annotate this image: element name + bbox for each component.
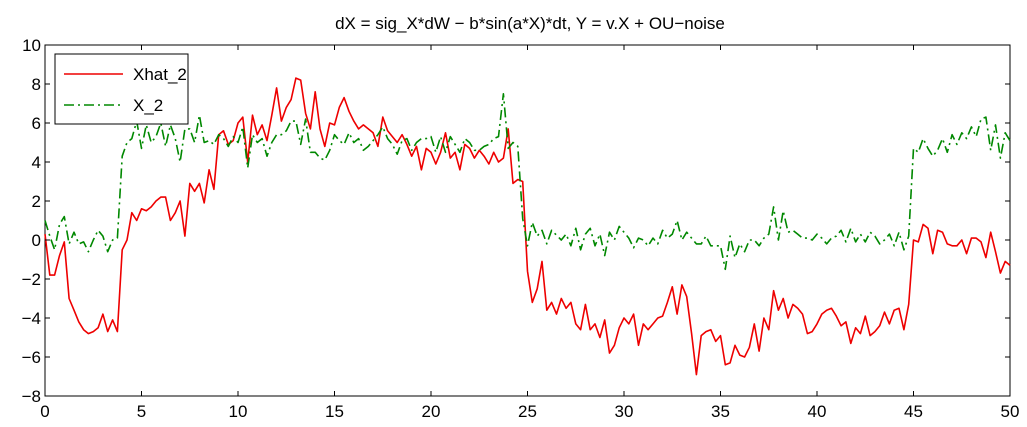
y-tick-label: 10 [22,36,41,55]
x-tick-label: 45 [904,402,923,421]
y-tick-label: −6 [22,348,41,367]
y-tick-label: 8 [32,75,41,94]
x-tick-label: 15 [325,402,344,421]
plot-area [44,44,1011,397]
series-line-x-2 [44,93,1011,271]
y-tick-label: 6 [32,114,41,133]
y-tick-label: −8 [22,387,41,406]
x-tick-label: 35 [711,402,730,421]
series-line-xhat-2 [44,77,1011,376]
x-tick-label: 20 [422,402,441,421]
y-tick-label: −2 [22,270,41,289]
y-tick-label: 2 [32,192,41,211]
plot-frame [44,44,1011,397]
x-tick-label: 50 [1001,402,1020,421]
chart-title: dX = sig_X*dW − b*sin(a*X)*dt, Y = v.X +… [335,14,725,33]
axes: 0 5 10 15 20 25 30 35 40 45 50 −8 −6 −4 −2 0 2 4 6 8 10 [22,36,1020,421]
legend: Xhat_2 X_2 [54,53,189,125]
x-tick-label: 25 [518,402,537,421]
x-tick-label: 40 [808,402,827,421]
x-tick-label: 0 [40,402,49,421]
y-tick-label: −4 [22,309,41,328]
x-tick-label: 10 [229,402,248,421]
y-tick-label: 0 [32,231,41,250]
x-tick-label: 30 [615,402,634,421]
x-tick-label: 5 [137,402,146,421]
y-tick-label: 4 [32,153,41,172]
legend-box [54,53,189,125]
legend-label: X_2 [133,96,163,115]
legend-label: Xhat_2 [133,65,187,84]
